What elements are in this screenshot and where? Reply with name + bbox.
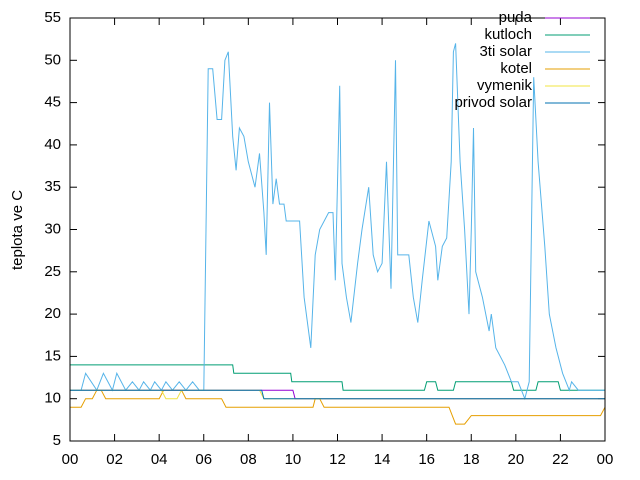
y-tick-label: 20 xyxy=(44,305,61,322)
plot-border xyxy=(69,17,606,442)
x-tick-label: 10 xyxy=(285,451,302,468)
y-tick-label: 50 xyxy=(44,51,61,68)
legend-label: 3ti solar xyxy=(479,43,532,60)
legend-label: privod solar xyxy=(454,94,532,111)
legend-label: kutloch xyxy=(484,26,532,43)
x-tick-label: 00 xyxy=(597,451,614,468)
y-axis-label: teplota ve C xyxy=(9,190,26,270)
legend-label: vymenik xyxy=(477,77,533,94)
x-tick-label: 02 xyxy=(106,451,123,468)
y-tick-label: 10 xyxy=(44,390,61,407)
x-tick-label: 22 xyxy=(552,451,569,468)
y-tick-label: 15 xyxy=(44,347,61,364)
x-tick-label: 14 xyxy=(374,451,391,468)
y-tick-label: 45 xyxy=(44,94,61,111)
legend-label: kotel xyxy=(500,60,532,77)
x-tick-label: 20 xyxy=(507,451,524,468)
y-tick-label: 40 xyxy=(44,136,61,153)
y-tick-label: 35 xyxy=(44,178,61,195)
x-tick-label: 00 xyxy=(62,451,79,468)
series-line xyxy=(70,43,605,401)
y-tick-label: 25 xyxy=(44,263,61,280)
y-tick-label: 55 xyxy=(44,9,61,26)
series-line xyxy=(70,389,605,400)
y-tick-label: 5 xyxy=(53,432,61,449)
x-tick-label: 16 xyxy=(418,451,435,468)
x-tick-label: 06 xyxy=(195,451,212,468)
x-tick-label: 08 xyxy=(240,451,257,468)
x-tick-label: 04 xyxy=(151,451,168,468)
series-line xyxy=(70,364,605,391)
y-tick-label: 30 xyxy=(44,220,61,237)
x-tick-label: 12 xyxy=(329,451,346,468)
x-tick-label: 18 xyxy=(463,451,480,468)
legend-label: puda xyxy=(499,9,533,26)
